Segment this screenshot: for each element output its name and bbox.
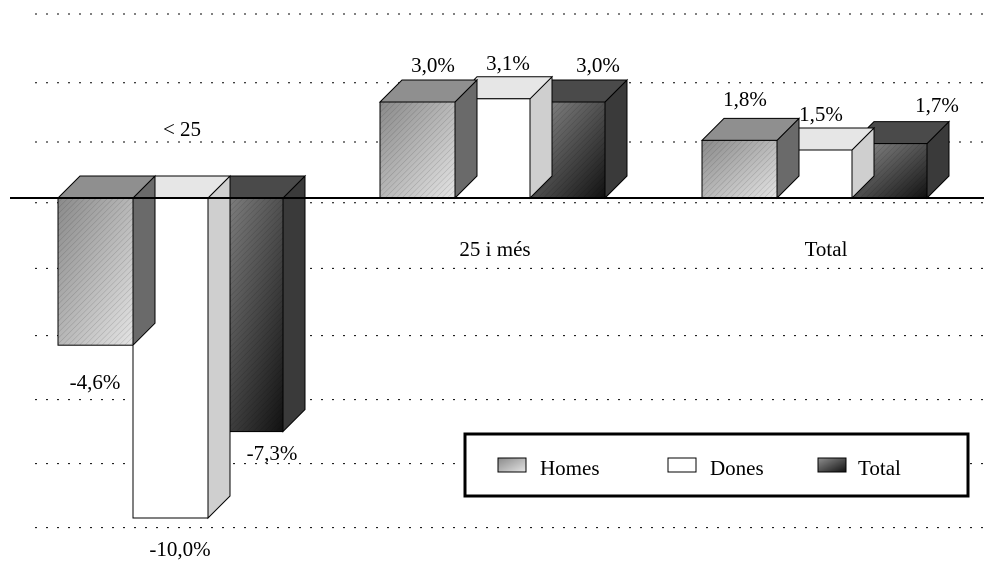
legend-label-dones: Dones — [710, 456, 764, 480]
value-label-total-homes: 1,8% — [723, 87, 767, 111]
legend: Homes Dones Total — [463, 432, 970, 498]
value-label-25-homes: -4,6% — [70, 370, 121, 394]
labels: < 25 25 i més Total -4,6% -10,0% -7,3% 3,0% 3,1… — [70, 51, 959, 561]
value-label-total-total: 1,7% — [915, 93, 959, 117]
bar-25-total-side — [282, 174, 306, 433]
bars — [10, 75, 984, 520]
legend-box — [463, 432, 970, 498]
value-label-25-i-m-s-homes: 3,0% — [411, 53, 455, 77]
legend-swatch-dones — [667, 457, 697, 473]
value-label-25-i-m-s-dones: 3,1% — [486, 51, 530, 75]
value-label-25-i-m-s-total: 3,0% — [576, 53, 620, 77]
legend-swatch-homes — [497, 457, 527, 473]
bar-25-i-m-s-homes — [378, 78, 479, 200]
value-label-total-dones: 1,5% — [799, 102, 843, 126]
value-label-25-dones: -10,0% — [149, 537, 210, 561]
category-label-25-i-m-s: 25 i més — [459, 237, 530, 261]
bar-total-homes-hatch — [702, 140, 777, 198]
bar-total-dones — [775, 126, 876, 200]
category-label-total: Total — [805, 237, 848, 261]
bar-25-homes-hatch — [58, 198, 133, 346]
bar-25-homes-side — [132, 174, 156, 347]
bar-25-dones-side — [207, 174, 231, 520]
legend-swatch-total — [817, 457, 847, 473]
bar-25-homes — [56, 174, 157, 347]
legend-label-homes: Homes — [540, 456, 600, 480]
bar-25-i-m-s-total — [528, 78, 629, 200]
legend-label-total: Total — [858, 456, 901, 480]
category-label-25: < 25 — [163, 117, 201, 141]
value-label-25-total: -7,3% — [247, 441, 298, 465]
bar-25-i-m-s-homes-hatch — [380, 102, 455, 198]
bar-total-homes — [700, 117, 801, 200]
